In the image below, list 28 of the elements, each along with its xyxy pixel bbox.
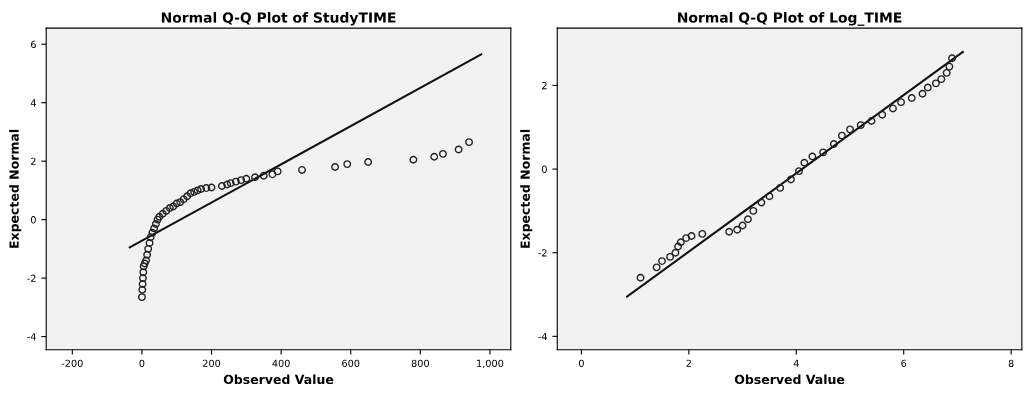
x-tick-label: 1,000 <box>477 359 504 368</box>
chart-title: Normal Q-Q Plot of StudyTIME <box>161 12 396 26</box>
y-tick-label: 6 <box>30 40 36 49</box>
x-tick-label: 6 <box>901 359 907 367</box>
y-axis-title: Expected Normal <box>9 129 22 248</box>
y-axis-title: Expected Normal <box>520 129 533 248</box>
x-tick-label: 800 <box>411 359 429 367</box>
y-tick-label: -4 <box>538 332 547 341</box>
chart-title: Normal Q-Q Plot of Log_TIME <box>678 12 902 26</box>
x-tick-label: 600 <box>342 359 360 367</box>
x-tick-label: 0 <box>578 359 584 367</box>
y-tick-label: 0 <box>30 216 36 224</box>
y-tick-label: 0 <box>542 165 547 173</box>
x-axis-title: Observed Value <box>734 374 845 385</box>
x-tick-label: 200 <box>202 359 221 367</box>
x-tick-label: 0 <box>139 359 145 367</box>
x-tick-label: 2 <box>686 359 691 367</box>
y-tick-label: -4 <box>27 333 36 341</box>
x-tick-label: 8 <box>1008 359 1014 367</box>
y-tick-label: 4 <box>30 99 36 107</box>
x-axis-title: Observed Value <box>223 374 334 385</box>
x-tick-label: 400 <box>272 359 290 367</box>
x-tick-label: -200 <box>61 359 83 367</box>
y-tick-label: -2 <box>538 249 547 257</box>
x-tick-label: 4 <box>793 359 799 367</box>
y-tick-label: 2 <box>31 157 36 165</box>
y-tick-label: 2 <box>542 81 547 90</box>
y-tick-label: -2 <box>27 274 36 282</box>
